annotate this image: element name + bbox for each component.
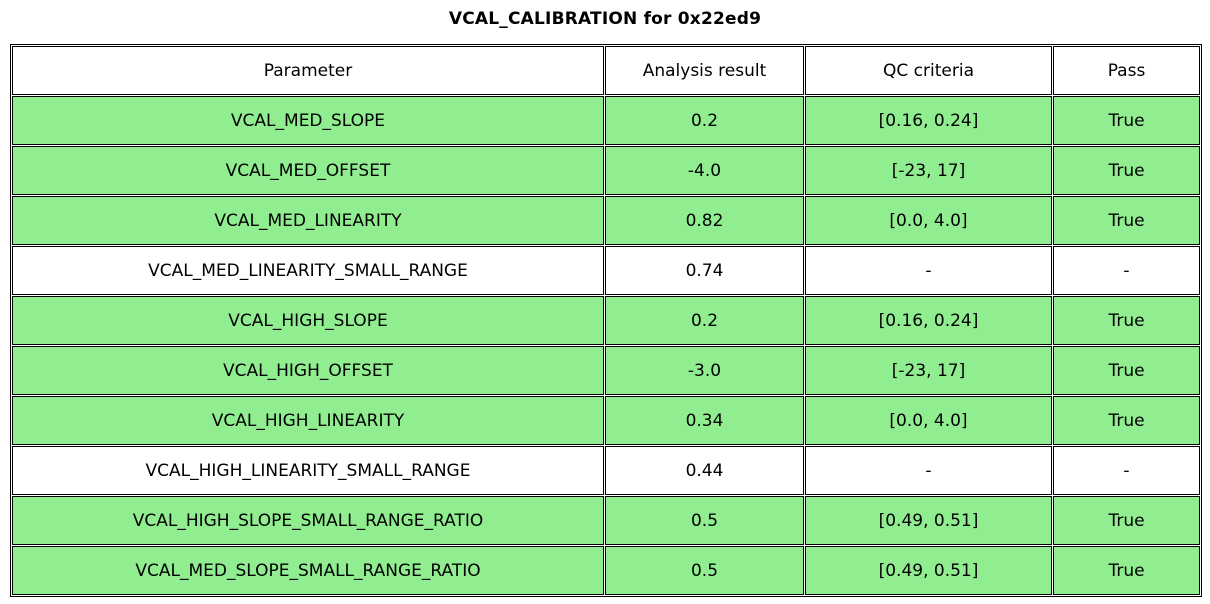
cell-parameter: VCAL_MED_SLOPE_SMALL_RANGE_RATIO xyxy=(12,546,604,595)
cell-analysis-result: 0.44 xyxy=(605,446,804,495)
cell-analysis-result: 0.82 xyxy=(605,196,804,245)
table-row: VCAL_MED_LINEARITY 0.82 [0.0, 4.0] True xyxy=(12,196,1200,245)
table-row: VCAL_HIGH_SLOPE_SMALL_RANGE_RATIO 0.5 [0.4… xyxy=(12,496,1200,545)
table-row: VCAL_HIGH_SLOPE 0.2 [0.16, 0.24] True xyxy=(12,296,1200,345)
cell-pass: True xyxy=(1053,96,1200,145)
cell-pass: True xyxy=(1053,146,1200,195)
cell-qc-criteria: [0.16, 0.24] xyxy=(805,96,1052,145)
cell-qc-criteria: [-23, 17] xyxy=(805,146,1052,195)
cell-analysis-result: 0.34 xyxy=(605,396,804,445)
cell-qc-criteria: - xyxy=(805,246,1052,295)
column-header-pass: Pass xyxy=(1053,46,1200,95)
page-title: VCAL_CALIBRATION for 0x22ed9 xyxy=(448,9,762,29)
cell-pass: True xyxy=(1053,346,1200,395)
header-row: Parameter Analysis result QC criteria Pa… xyxy=(12,46,1200,95)
table-body: VCAL_MED_SLOPE 0.2 [0.16, 0.24] True VCAL_ME… xyxy=(12,96,1200,595)
cell-qc-criteria: [0.49, 0.51] xyxy=(805,546,1052,595)
cell-parameter: VCAL_HIGH_LINEARITY_SMALL_RANGE xyxy=(12,446,604,495)
qc-results-table: Parameter Analysis result QC criteria Pa… xyxy=(10,44,1202,597)
cell-pass: True xyxy=(1053,546,1200,595)
cell-analysis-result: -3.0 xyxy=(605,346,804,395)
table-row: VCAL_MED_LINEARITY_SMALL_RANGE 0.74- - xyxy=(12,246,1200,295)
cell-pass: True xyxy=(1053,196,1200,245)
cell-qc-criteria: [0.0, 4.0] xyxy=(805,396,1052,445)
cell-qc-criteria: [-23, 17] xyxy=(805,346,1052,395)
cell-qc-criteria: [0.49, 0.51] xyxy=(805,496,1052,545)
cell-parameter: VCAL_MED_LINEARITY_SMALL_RANGE xyxy=(12,246,604,295)
cell-parameter: VCAL_HIGH_SLOPE_SMALL_RANGE_RATIO xyxy=(12,496,604,545)
table-row: VCAL_HIGH_OFFSET -3.0 [-23, 17] True xyxy=(12,346,1200,395)
cell-parameter: VCAL_MED_LINEARITY xyxy=(12,196,604,245)
cell-analysis-result: 0.2 xyxy=(605,296,804,345)
cell-analysis-result: 0.2 xyxy=(605,96,804,145)
cell-analysis-result: 0.5 xyxy=(605,496,804,545)
table-row: VCAL_MED_SLOPE 0.2 [0.16, 0.24] True xyxy=(12,96,1200,145)
cell-parameter: VCAL_HIGH_OFFSET xyxy=(12,346,604,395)
cell-parameter: VCAL_HIGH_LINEARITY xyxy=(12,396,604,445)
cell-analysis-result: 0.5 xyxy=(605,546,804,595)
table-row: VCAL_HIGH_LINEARITY 0.34 [0.0, 4.0] True xyxy=(12,396,1200,445)
table-row: VCAL_MED_SLOPE_SMALL_RANGE_RATIO 0.5 [0.49… xyxy=(12,546,1200,595)
column-header-parameter: Parameter xyxy=(12,46,604,95)
cell-qc-criteria: [0.16, 0.24] xyxy=(805,296,1052,345)
cell-qc-criteria: [0.0, 4.0] xyxy=(805,196,1052,245)
cell-pass: True xyxy=(1053,296,1200,345)
column-header-qc-criteria: QC criteria xyxy=(805,46,1052,95)
cell-analysis-result: -4.0 xyxy=(605,146,804,195)
cell-pass: True xyxy=(1053,496,1200,545)
table-row: VCAL_MED_OFFSET -4.0 [-23, 17] True xyxy=(12,146,1200,195)
cell-pass: - xyxy=(1053,246,1200,295)
cell-pass: True xyxy=(1053,396,1200,445)
cell-analysis-result: 0.74 xyxy=(605,246,804,295)
table-row: VCAL_HIGH_LINEARITY_SMALL_RANGE 0.44- - xyxy=(12,446,1200,495)
cell-parameter: VCAL_HIGH_SLOPE xyxy=(12,296,604,345)
cell-pass: - xyxy=(1053,446,1200,495)
cell-parameter: VCAL_MED_SLOPE xyxy=(12,96,604,145)
cell-parameter: VCAL_MED_OFFSET xyxy=(12,146,604,195)
column-header-analysis-result: Analysis result xyxy=(605,46,804,95)
cell-qc-criteria: - xyxy=(805,446,1052,495)
